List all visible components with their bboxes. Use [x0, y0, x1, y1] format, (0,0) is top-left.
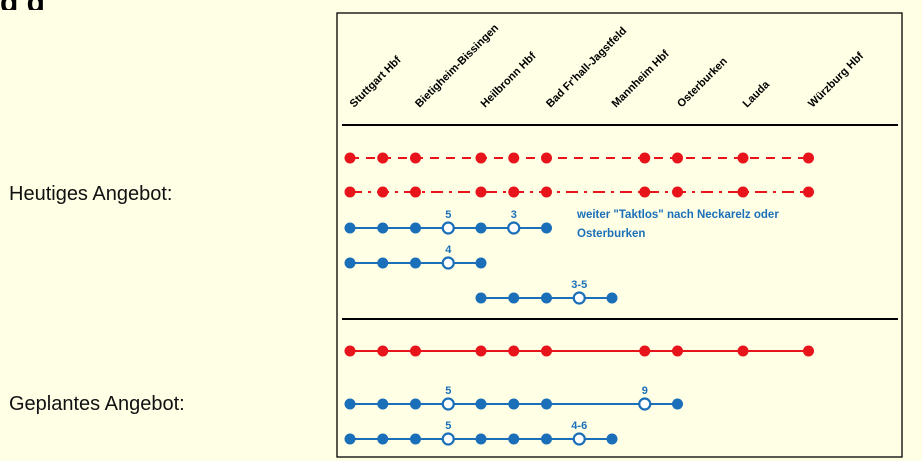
stop-marker-open — [441, 256, 455, 270]
route-lines: 5 343-55 95 4-6 — [344, 152, 814, 446]
stop-marker — [803, 345, 814, 357]
stop-marker — [475, 152, 487, 164]
stop-marker — [377, 398, 389, 410]
station-labels: Stuttgart Hbf Bietigheim-BissingenHeilbro… — [348, 22, 867, 110]
stop-marker — [344, 398, 356, 410]
stop-marker — [606, 433, 618, 445]
stop-marker — [377, 345, 389, 357]
stop-marker — [475, 292, 487, 304]
stop-annotation: 5 — [445, 420, 451, 432]
stop-marker — [344, 257, 356, 269]
route-row-current: 4 — [344, 244, 487, 270]
stop-marker — [737, 345, 749, 357]
stop-marker — [508, 152, 520, 164]
stop-marker — [410, 152, 421, 164]
note-line-2: Osterburken — [577, 228, 645, 240]
stop-marker — [737, 152, 749, 164]
station-label: Würzburg Hbf — [806, 50, 866, 110]
stop-marker-open — [441, 221, 455, 235]
stop-marker — [639, 186, 651, 198]
stop-marker — [410, 222, 421, 234]
stop-annotation: 5 — [445, 209, 451, 221]
stop-marker — [344, 152, 356, 164]
stop-marker — [344, 345, 356, 357]
stop-marker — [508, 186, 520, 198]
stop-marker — [410, 433, 421, 445]
stop-annotation: 5 — [445, 385, 451, 397]
stop-marker — [672, 345, 683, 357]
diagram-frame — [336, 12, 903, 458]
stop-marker-open — [572, 291, 586, 305]
stop-marker — [737, 186, 749, 198]
stop-marker — [541, 186, 552, 198]
stop-marker — [410, 257, 421, 269]
stop-marker — [475, 433, 487, 445]
station-label: Mannheim Hbf — [610, 48, 672, 110]
station-label: Osterburken — [675, 55, 730, 110]
stop-marker — [377, 152, 389, 164]
stop-marker — [475, 398, 487, 410]
stop-marker — [377, 433, 389, 445]
route-row-current — [344, 186, 814, 198]
stop-annotation: 4-6 — [571, 420, 587, 432]
stop-marker — [377, 186, 389, 198]
stop-marker — [377, 222, 389, 234]
stop-marker — [475, 345, 487, 357]
stop-marker-open — [638, 397, 652, 411]
stop-marker — [475, 186, 487, 198]
stop-marker — [410, 186, 421, 198]
route-row-planned: 5 4-6 — [344, 420, 618, 446]
page-heading-fragment: g g — [0, 0, 922, 10]
stop-marker — [410, 398, 421, 410]
stop-marker-open — [441, 432, 455, 446]
stop-marker — [508, 292, 520, 304]
stop-marker — [344, 186, 356, 198]
stop-marker — [672, 398, 683, 410]
stop-annotation: 3 — [511, 209, 517, 221]
stop-marker — [803, 152, 814, 164]
station-label: Heilbronn Hbf — [479, 50, 539, 110]
stop-marker — [672, 186, 683, 198]
stop-marker — [541, 292, 552, 304]
label-planned-service: Geplantes Angebot: — [9, 393, 185, 415]
stop-marker — [344, 222, 356, 234]
stop-marker — [377, 257, 389, 269]
label-current-service: Heutiges Angebot: — [9, 183, 173, 205]
note-line-1: weiter "Taktlos" nach Neckarelz oder — [576, 209, 779, 221]
stop-marker — [475, 257, 487, 269]
route-row-current: 3-5 — [475, 279, 618, 305]
stop-marker — [541, 152, 552, 164]
route-row-current — [344, 152, 814, 164]
stop-marker — [344, 433, 356, 445]
stop-marker — [475, 222, 487, 234]
station-label: Stuttgart Hbf — [348, 54, 404, 110]
stop-annotation: 4 — [445, 244, 452, 256]
station-label: Lauda — [741, 78, 773, 110]
stop-marker — [508, 398, 520, 410]
stop-marker — [508, 345, 520, 357]
stop-marker — [672, 152, 683, 164]
stop-marker — [803, 186, 814, 198]
stop-marker — [541, 398, 552, 410]
stop-marker-open — [441, 397, 455, 411]
stop-marker — [541, 345, 552, 357]
stop-marker-open — [572, 432, 586, 446]
stop-marker — [606, 292, 618, 304]
stop-marker-open — [507, 221, 521, 235]
route-row-planned — [344, 345, 814, 357]
stop-marker — [410, 345, 421, 357]
stop-annotation: 3-5 — [571, 279, 587, 291]
stop-marker — [541, 222, 552, 234]
stop-annotation: 9 — [642, 385, 648, 397]
stop-marker — [639, 152, 651, 164]
stop-marker — [508, 433, 520, 445]
stop-marker — [639, 345, 651, 357]
stop-marker — [541, 433, 552, 445]
